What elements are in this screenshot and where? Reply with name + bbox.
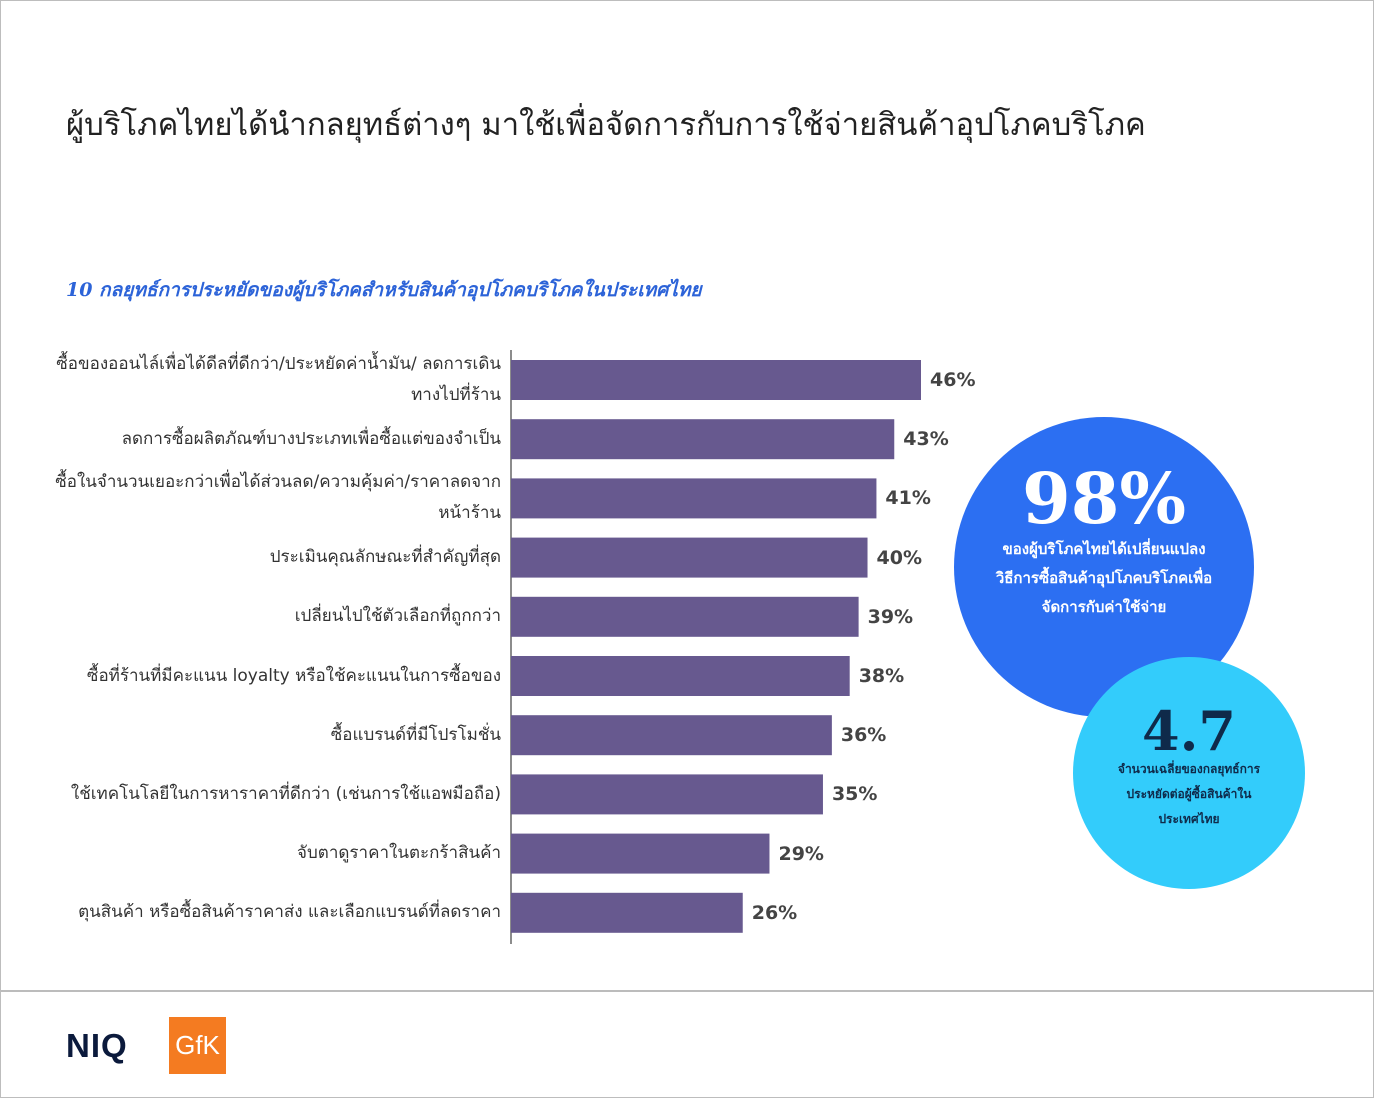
data-label: 35% — [831, 783, 878, 806]
bar — [511, 360, 921, 400]
gfk-logo: GfK — [169, 1017, 226, 1074]
bar — [511, 892, 743, 933]
stat-main-value: 98% — [1022, 457, 1186, 540]
category-label: ซื้อแบรนด์ที่มีโปรโมชั่น — [330, 724, 501, 745]
category-label: จับตาดูราคาในตะกร้าสินค้า — [297, 843, 501, 864]
stat-main-description: ของผู้บริโภคไทยได้เปลี่ยนแปลงวิธีการซื้อ… — [995, 540, 1213, 616]
category-label: ใช้เทคโนโลยีในการหาราคาที่ดีกว่า (เช่นกา… — [70, 783, 501, 804]
bar — [511, 774, 823, 815]
niq-logo: NIQ — [66, 1027, 128, 1064]
category-label: เปลี่ยนไปใช้ตัวเลือกที่ถูกกว่า — [294, 606, 501, 627]
chart-title: 10 กลยุทธ์การประหยัดของผู้บริโภคสำหรับสิ… — [66, 279, 702, 301]
bar — [511, 478, 877, 519]
data-label: 46% — [930, 369, 976, 391]
footer-divider — [1, 990, 1373, 992]
data-label: 40% — [876, 546, 922, 569]
bar — [511, 833, 770, 874]
stat-secondary-value: 4.7 — [1142, 699, 1236, 763]
bar — [511, 596, 859, 637]
data-label: 43% — [903, 428, 949, 451]
category-label: ซื้อที่ร้านที่มีคะแนน loyalty หรือใช้คะแ… — [86, 665, 501, 686]
category-label: ลดการซื้อผลิตภัณฑ์บางประเภทเพื่อซื้อแต่ข… — [121, 428, 501, 449]
bar — [511, 715, 832, 756]
bar — [511, 537, 868, 578]
data-label: 29% — [778, 842, 824, 865]
data-label: 41% — [885, 487, 931, 510]
data-label: 26% — [751, 901, 798, 924]
category-label: ประเมินคุณลักษณะที่สำคัญที่สุด — [269, 547, 501, 568]
bar — [511, 656, 850, 696]
stat-circle-secondary: 4.7 จำนวนเฉลี่ยของกลยุทธ์การประหยัดต่อผู… — [1073, 657, 1305, 889]
category-label: ตุนสินค้า หรือซื้อสินค้าราคาส่ง และเลือก… — [78, 902, 501, 923]
category-label: ซื้อในจำนวนเยอะกว่าเพื่อได้ส่วนลด/ความคุ… — [55, 472, 501, 524]
bar — [511, 419, 895, 460]
stat-secondary-description: จำนวนเฉลี่ยของกลยุทธ์การประหยัดต่อผู้ซื้… — [1117, 762, 1261, 826]
gfk-logo-text: GfK — [175, 1030, 220, 1060]
page-title: ผู้บริโภคไทยได้นำกลยุทธ์ต่างๆ มาใช้เพื่อ… — [66, 107, 1146, 143]
data-label: 36% — [840, 724, 887, 747]
category-label: ซื้อของออนไล์เพื่อได้ดีลที่ดีกว่า/ประหยั… — [56, 354, 501, 405]
data-label: 39% — [867, 605, 914, 628]
data-label: 38% — [858, 665, 905, 687]
